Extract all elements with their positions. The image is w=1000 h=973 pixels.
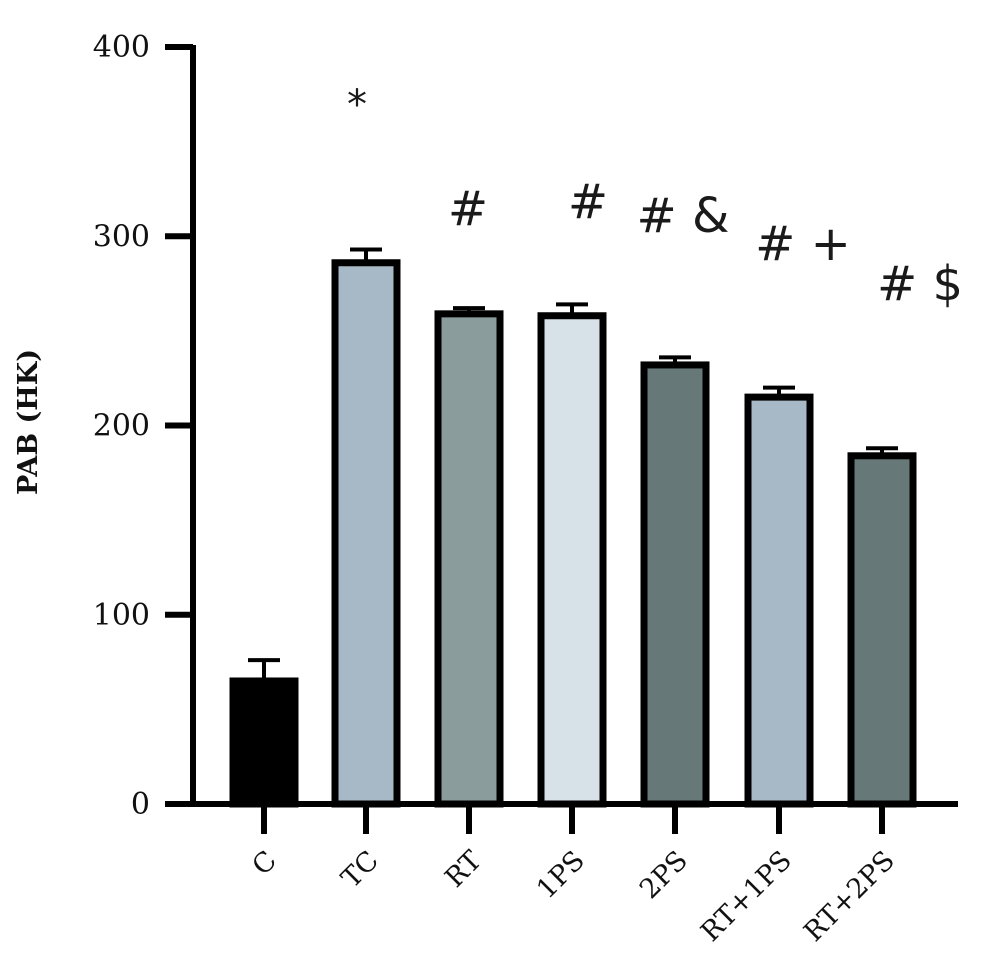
y-tick-label: 100	[93, 598, 150, 633]
bar-tc	[331, 259, 401, 808]
y-tick-label: 400	[93, 30, 150, 65]
axes	[165, 44, 958, 834]
y-tick-label: 200	[93, 409, 150, 444]
labels: 0 100 200 300 400 C TC * RT #1PS #2PS # & RT+1PS # + R…	[93, 30, 963, 948]
x-tick-label: RT+2PS	[798, 845, 901, 948]
significance-annotation: #	[448, 181, 488, 237]
significance-annotation: # +	[755, 216, 851, 272]
y-tick-label: 0	[131, 787, 150, 822]
x-tick-label: RT	[439, 845, 488, 894]
significance-annotation: # &	[637, 188, 730, 244]
bar-rt-1ps	[744, 393, 814, 808]
bar-rt-2ps	[847, 452, 917, 808]
significance-annotation: #	[568, 174, 608, 230]
x-tick-label: 1PS	[531, 845, 591, 905]
y-axis-label: PAB (HK)	[13, 349, 44, 495]
x-tick-label: C	[246, 845, 283, 882]
significance-annotation: *	[347, 82, 367, 128]
bar-2ps	[640, 361, 710, 808]
y-tick-label: 300	[93, 219, 150, 254]
bar-1ps	[537, 312, 607, 808]
x-tick-label: RT+1PS	[695, 845, 798, 948]
bar-c	[229, 677, 299, 808]
bar-rt	[434, 310, 504, 808]
bars	[229, 247, 917, 808]
x-tick-label: TC	[336, 845, 385, 894]
significance-annotation: # $	[877, 256, 963, 312]
x-tick-label: 2PS	[634, 845, 694, 905]
